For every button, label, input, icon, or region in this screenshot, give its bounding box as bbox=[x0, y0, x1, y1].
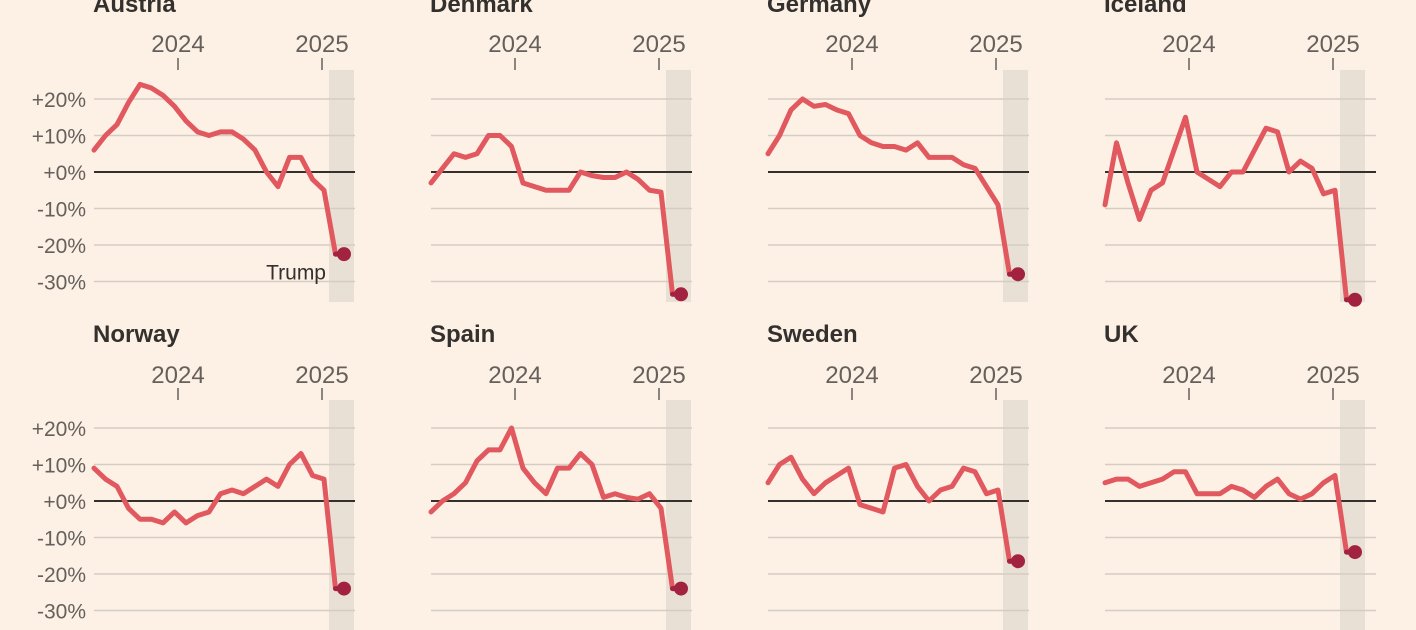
denmark-latest-point bbox=[674, 287, 688, 302]
norway-latest-point bbox=[337, 581, 351, 596]
germany-x-tick-label: 2025 bbox=[969, 31, 1022, 58]
austria-x-tick-label: 2025 bbox=[295, 31, 348, 58]
uk-highlight-band bbox=[1340, 400, 1365, 630]
spain-x-tick-label: 2025 bbox=[632, 362, 685, 389]
iceland-series-line bbox=[1102, 114, 1349, 303]
germany-series-line bbox=[765, 96, 1012, 277]
y-tick-label: +0% bbox=[43, 491, 86, 514]
norway-highlight-band bbox=[329, 400, 354, 630]
austria-highlight-band bbox=[329, 70, 354, 302]
sweden-latest-point bbox=[1011, 554, 1025, 569]
sweden-x-tick-label: 2025 bbox=[969, 362, 1022, 389]
uk-series-line bbox=[1102, 469, 1349, 555]
y-tick-label: -10% bbox=[37, 199, 86, 222]
spain-latest-point bbox=[674, 581, 688, 596]
denmark-series-line bbox=[428, 133, 675, 297]
y-tick-label: +10% bbox=[32, 455, 86, 478]
denmark-x-tick-label: 2024 bbox=[488, 31, 541, 58]
germany-x-tick-label: 2024 bbox=[825, 31, 878, 58]
spain-series-line bbox=[428, 425, 675, 592]
sweden-x-tick-label: 2024 bbox=[825, 362, 878, 389]
austria-series-line bbox=[91, 81, 338, 257]
germany-latest-point bbox=[1011, 267, 1025, 282]
uk-x-tick-label: 2025 bbox=[1306, 362, 1359, 389]
uk-latest-point bbox=[1348, 545, 1362, 560]
norway-x-tick-label: 2025 bbox=[295, 362, 348, 389]
austria-panel-title: Austria bbox=[93, 0, 176, 18]
y-tick-label: -20% bbox=[37, 564, 86, 587]
austria-highlight-label: Trump bbox=[266, 262, 326, 285]
y-tick-label: +20% bbox=[32, 418, 86, 441]
y-tick-label: -30% bbox=[37, 601, 86, 624]
norway-series-line bbox=[91, 451, 338, 592]
uk-x-tick-label: 2024 bbox=[1162, 362, 1215, 389]
y-tick-label: +20% bbox=[32, 89, 86, 112]
y-tick-label: +10% bbox=[32, 126, 86, 149]
y-tick-label: -30% bbox=[37, 272, 86, 295]
spain-x-tick-label: 2024 bbox=[488, 362, 541, 389]
iceland-x-tick-label: 2025 bbox=[1306, 31, 1359, 58]
uk-panel-title: UK bbox=[1104, 321, 1139, 348]
iceland-panel-title: Iceland bbox=[1104, 0, 1187, 18]
norway-panel-title: Norway bbox=[93, 321, 180, 348]
sweden-panel-title: Sweden bbox=[767, 321, 858, 348]
spain-panel-title: Spain bbox=[430, 321, 495, 348]
austria-x-tick-label: 2024 bbox=[151, 31, 204, 58]
y-tick-label: -20% bbox=[37, 235, 86, 258]
norway-x-tick-label: 2024 bbox=[151, 362, 204, 389]
y-tick-label: -10% bbox=[37, 528, 86, 551]
sweden-highlight-band bbox=[1003, 400, 1028, 630]
spain-highlight-band bbox=[666, 400, 691, 630]
austria-latest-point bbox=[337, 247, 351, 262]
iceland-latest-point bbox=[1348, 292, 1362, 307]
iceland-x-tick-label: 2024 bbox=[1162, 31, 1215, 58]
denmark-panel-title: Denmark bbox=[430, 0, 533, 18]
y-tick-label: +0% bbox=[43, 162, 86, 185]
germany-panel-title: Germany bbox=[767, 0, 872, 18]
sweden-series-line bbox=[765, 454, 1012, 564]
denmark-x-tick-label: 2025 bbox=[632, 31, 685, 58]
